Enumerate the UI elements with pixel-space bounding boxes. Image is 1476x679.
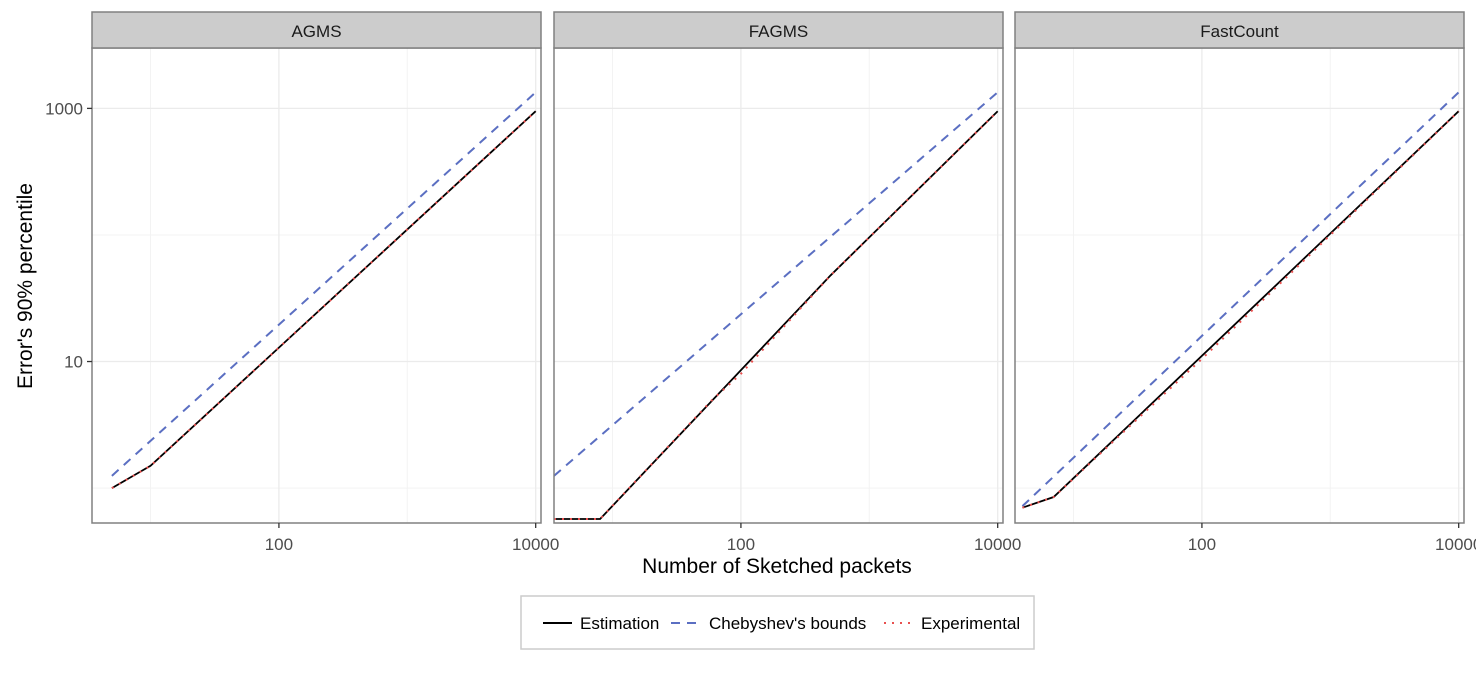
panel-title-agms: AGMS <box>291 22 341 41</box>
legend-box <box>520 595 1035 650</box>
x-tick-label: 10000 <box>512 535 559 554</box>
y-axis-tick-labels: 10 1000 <box>45 99 92 372</box>
x-tick-label: 100 <box>1188 535 1216 554</box>
x-tick-label: 10000 <box>974 535 1021 554</box>
series-line-experimental <box>111 110 537 489</box>
series-line-chebyshev-s-bounds <box>554 91 999 477</box>
x-tick-label: 100 <box>727 535 755 554</box>
grid <box>554 48 1003 523</box>
grid <box>92 48 541 523</box>
grid <box>1015 48 1464 523</box>
series-lines <box>1021 91 1460 509</box>
x-tick-label: 100 <box>265 535 293 554</box>
series-line-estimation <box>554 110 999 520</box>
y-axis-title: Error's 90% percentile <box>14 183 37 389</box>
x-axis-title: Number of Sketched packets <box>642 555 912 578</box>
chart-panels: AGMS 100 10000 FAGMS 100 10000 FastCount 100 100… <box>91 11 1476 554</box>
y-tick-label: 10 <box>64 353 83 372</box>
panel-background <box>92 48 541 523</box>
legend-label-chebyshev: Chebyshev's bounds <box>709 614 866 633</box>
y-tick-label: 1000 <box>45 99 83 118</box>
panel-title-fagms: FAGMS <box>749 22 809 41</box>
panel-fagms: FAGMS 100 10000 <box>553 11 1021 554</box>
legend-label-experimental: Experimental <box>921 614 1020 633</box>
legend-label-estimation: Estimation <box>580 614 659 633</box>
panel-strip <box>91 11 542 49</box>
panel-fastcount: FastCount 100 10000 <box>1014 11 1476 554</box>
series-lines <box>111 91 537 489</box>
panel-background <box>554 48 1003 523</box>
series-line-experimental <box>1022 110 1460 509</box>
panel-title-fastcount: FastCount <box>1200 22 1279 41</box>
panel-strip <box>553 11 1004 49</box>
panel-agms: AGMS 100 10000 <box>91 11 559 554</box>
series-lines <box>554 91 999 520</box>
legend: Estimation Chebyshev's bounds Experiment… <box>520 595 1035 650</box>
series-line-chebyshev-s-bounds <box>1021 91 1460 507</box>
x-tick-label: 10000 <box>1435 535 1476 554</box>
panel-background <box>1015 48 1464 523</box>
panel-strip <box>1014 11 1465 49</box>
